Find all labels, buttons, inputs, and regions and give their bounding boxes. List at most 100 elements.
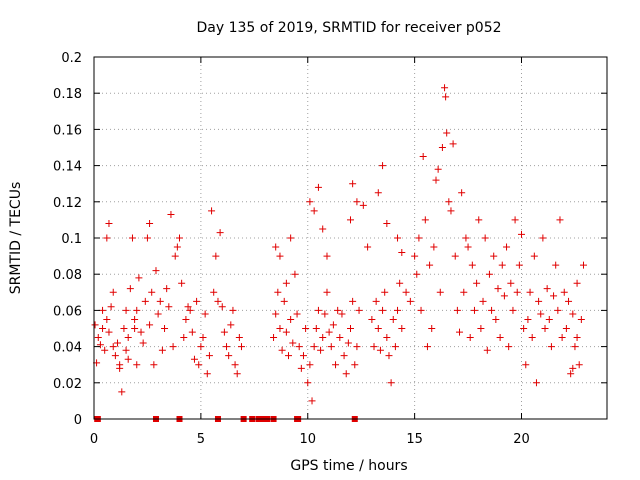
y-tick-label: 0.12 bbox=[53, 196, 82, 211]
data-point bbox=[135, 274, 143, 282]
data-point bbox=[101, 346, 109, 354]
data-point bbox=[124, 334, 132, 342]
data-point bbox=[323, 288, 331, 296]
data-point bbox=[396, 279, 404, 287]
data-point bbox=[413, 270, 421, 278]
data-point bbox=[391, 343, 399, 351]
data-point bbox=[327, 343, 335, 351]
data-point bbox=[317, 346, 325, 354]
data-point bbox=[545, 315, 553, 323]
data-point bbox=[118, 388, 126, 396]
data-point bbox=[308, 397, 316, 405]
data-point bbox=[524, 315, 532, 323]
data-point bbox=[532, 379, 540, 387]
data-point bbox=[131, 325, 139, 332]
data-point bbox=[575, 361, 583, 369]
data-point bbox=[199, 334, 207, 342]
data-point bbox=[579, 261, 587, 269]
y-tick-label: 0.08 bbox=[53, 268, 82, 283]
data-point bbox=[103, 234, 111, 242]
data-point bbox=[558, 334, 566, 342]
data-point bbox=[310, 343, 318, 351]
data-point bbox=[415, 234, 423, 242]
data-point bbox=[470, 306, 478, 314]
data-point bbox=[445, 198, 453, 206]
x-tick-label: 0 bbox=[90, 432, 98, 447]
y-tick-label: 0.1 bbox=[61, 232, 82, 247]
data-point bbox=[289, 339, 297, 347]
data-point bbox=[530, 252, 538, 260]
data-point bbox=[184, 303, 192, 311]
data-point bbox=[342, 370, 350, 378]
data-point bbox=[571, 343, 579, 351]
data-point bbox=[447, 207, 455, 215]
data-point bbox=[347, 216, 354, 224]
data-point bbox=[349, 297, 357, 305]
data-point bbox=[554, 306, 562, 314]
data-point bbox=[411, 252, 419, 260]
data-point bbox=[178, 279, 186, 287]
data-point bbox=[355, 306, 363, 314]
data-point bbox=[381, 288, 389, 296]
data-point bbox=[426, 261, 434, 269]
data-point bbox=[383, 334, 391, 342]
data-point bbox=[218, 303, 226, 311]
data-point bbox=[197, 343, 205, 351]
data-point bbox=[560, 288, 568, 296]
data-point bbox=[186, 306, 194, 314]
data-point bbox=[398, 325, 406, 332]
data-point bbox=[394, 234, 402, 242]
data-point bbox=[146, 321, 154, 329]
data-point bbox=[220, 328, 228, 336]
data-point bbox=[389, 315, 397, 323]
data-point bbox=[552, 261, 560, 269]
x-tick-label: 20 bbox=[513, 432, 530, 447]
data-point bbox=[278, 346, 286, 354]
data-point bbox=[124, 355, 132, 363]
data-point bbox=[550, 292, 558, 300]
data-point bbox=[195, 361, 203, 369]
data-point bbox=[498, 261, 506, 269]
data-point bbox=[466, 334, 474, 342]
axis-ticks: 0 0.02 0.04 0.06 0.08 0.1 0.12 0.14 0.16 0.18 0.2 0… bbox=[53, 51, 607, 447]
data-point bbox=[182, 315, 190, 323]
data-point bbox=[473, 279, 481, 287]
data-point bbox=[518, 230, 525, 238]
data-point bbox=[402, 288, 410, 296]
data-point bbox=[310, 207, 318, 215]
data-point bbox=[231, 361, 239, 369]
data-point bbox=[509, 306, 517, 314]
data-point bbox=[105, 220, 113, 228]
data-point bbox=[442, 93, 450, 101]
data-point bbox=[515, 261, 523, 269]
data-point bbox=[419, 153, 427, 161]
data-point bbox=[340, 352, 348, 360]
y-tick-label: 0.16 bbox=[53, 123, 82, 138]
data-point bbox=[158, 346, 166, 354]
data-point bbox=[133, 306, 141, 314]
data-point bbox=[569, 364, 577, 372]
data-point bbox=[306, 361, 314, 369]
data-point bbox=[368, 315, 376, 323]
x-tick-label: 10 bbox=[299, 432, 316, 447]
data-point bbox=[507, 279, 515, 287]
data-point bbox=[297, 364, 305, 372]
chart-title: Day 135 of 2019, SRMTID for receiver p05… bbox=[196, 20, 501, 36]
data-point bbox=[522, 361, 530, 369]
data-point bbox=[569, 310, 577, 318]
data-point bbox=[462, 234, 470, 242]
data-point bbox=[376, 346, 384, 354]
data-point bbox=[496, 334, 504, 342]
data-point bbox=[291, 270, 299, 278]
data-point bbox=[131, 315, 139, 323]
data-point bbox=[272, 243, 280, 251]
data-point bbox=[216, 229, 224, 237]
data-point bbox=[338, 310, 346, 318]
data-points bbox=[91, 84, 587, 422]
data-point bbox=[430, 243, 438, 251]
data-point bbox=[203, 370, 211, 378]
y-tick-label: 0.14 bbox=[53, 160, 82, 175]
data-point bbox=[173, 243, 181, 251]
data-point bbox=[334, 306, 342, 314]
y-tick-label: 0.02 bbox=[53, 377, 82, 392]
